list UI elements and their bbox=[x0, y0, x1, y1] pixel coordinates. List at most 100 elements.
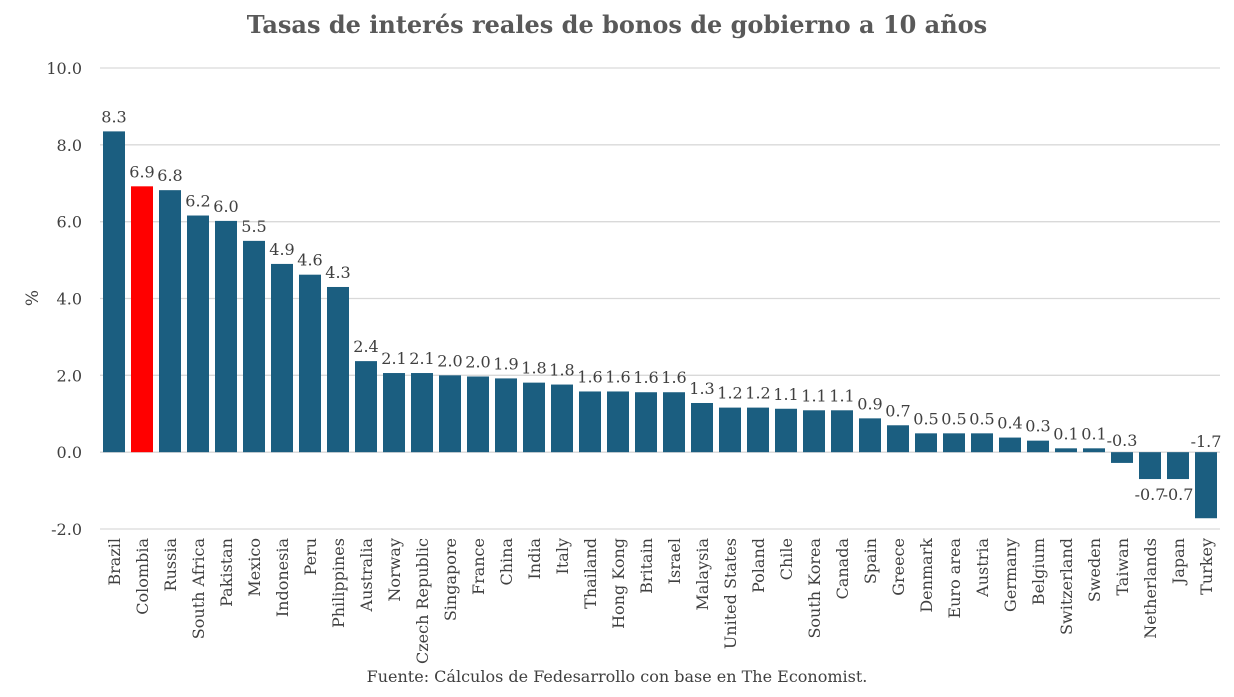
bar-south-africa bbox=[187, 215, 209, 453]
bar-czech-republic bbox=[411, 373, 433, 453]
x-tick-label: Netherlands bbox=[1141, 538, 1160, 639]
x-tick-label: Britain bbox=[637, 538, 656, 594]
bar-netherlands bbox=[1139, 452, 1161, 480]
data-label: 1.8 bbox=[549, 361, 574, 380]
y-tick-label: 2.0 bbox=[57, 366, 82, 385]
bar-singapore bbox=[439, 375, 461, 453]
bar-hong-kong bbox=[607, 391, 629, 453]
x-tick-label: Greece bbox=[889, 538, 908, 596]
y-tick-label: 8.0 bbox=[57, 136, 82, 155]
data-labels: 8.36.9 6.86.2 6.05.54.94.64.32.42.1 2.1 2.0 2… bbox=[101, 107, 1221, 504]
y-axis-ticks: -2.0 0.0 2.0 4.0 6.0 8.0 10.0 bbox=[46, 59, 82, 539]
bar-britain bbox=[635, 392, 657, 453]
x-tick-label: China bbox=[497, 538, 516, 586]
x-tick-label: Taiwan bbox=[1113, 538, 1132, 596]
x-tick-label: Norway bbox=[385, 538, 404, 602]
bar-pakistan bbox=[215, 220, 237, 453]
data-label: 1.6 bbox=[633, 368, 658, 387]
data-label: 0.5 bbox=[941, 409, 966, 428]
bar-euro-area bbox=[943, 433, 965, 453]
bar-poland bbox=[747, 407, 769, 453]
x-tick-label: Czech Republic bbox=[413, 538, 432, 664]
bar-turkey bbox=[1195, 452, 1217, 519]
bar-germany bbox=[999, 437, 1021, 453]
data-label: 6.8 bbox=[157, 166, 182, 185]
gridlines bbox=[100, 67, 1220, 530]
x-tick-label: South Africa bbox=[189, 538, 208, 640]
x-tick-label: Peru bbox=[301, 538, 320, 575]
x-tick-label: France bbox=[469, 538, 488, 595]
y-axis-label: % bbox=[23, 290, 43, 306]
x-tick-label: Germany bbox=[1001, 538, 1020, 612]
x-tick-label: Turkey bbox=[1197, 538, 1216, 595]
x-tick-label: Singapore bbox=[441, 538, 460, 621]
x-tick-label: Pakistan bbox=[217, 538, 236, 607]
data-label: 4.6 bbox=[297, 251, 322, 270]
bar-australia bbox=[355, 361, 377, 453]
bar-taiwan bbox=[1111, 452, 1133, 463]
x-tick-label: Colombia bbox=[133, 538, 152, 615]
data-label: 6.0 bbox=[213, 197, 238, 216]
bar-austria bbox=[971, 433, 993, 453]
x-tick-label: Switzerland bbox=[1057, 538, 1076, 635]
bar-philippines bbox=[327, 286, 349, 453]
bar-italy bbox=[551, 384, 573, 453]
bar-thailand bbox=[579, 391, 601, 453]
data-label: 0.9 bbox=[857, 394, 882, 413]
data-label: 2.0 bbox=[437, 351, 462, 370]
data-label: 5.5 bbox=[241, 217, 266, 236]
x-tick-label: Hong Kong bbox=[609, 538, 628, 629]
y-tick-label: 0.0 bbox=[57, 443, 82, 462]
x-tick-label: Poland bbox=[749, 538, 768, 593]
data-label: 1.3 bbox=[689, 379, 714, 398]
data-label: 0.3 bbox=[1025, 417, 1050, 436]
data-label: 6.9 bbox=[129, 162, 154, 181]
bar-united-states bbox=[719, 407, 741, 453]
data-label: 0.7 bbox=[885, 401, 910, 420]
bar-south-korea bbox=[803, 410, 825, 453]
bar-switzerland bbox=[1055, 448, 1077, 453]
x-axis-ticks: Brazil Colombia Russia South Africa Pakistan… bbox=[105, 538, 1216, 664]
bar-indonesia bbox=[271, 263, 293, 453]
x-tick-label: Spain bbox=[861, 538, 880, 584]
data-label: 0.4 bbox=[997, 414, 1022, 433]
x-tick-label: Euro area bbox=[945, 538, 964, 619]
x-tick-label: Belgium bbox=[1029, 538, 1048, 605]
data-label: 2.4 bbox=[353, 337, 378, 356]
x-tick-label: Malaysia bbox=[693, 538, 712, 611]
x-tick-label: Austria bbox=[973, 538, 992, 598]
bar-brazil bbox=[103, 131, 125, 453]
data-label: 1.2 bbox=[745, 384, 770, 403]
data-label: 8.3 bbox=[101, 107, 126, 126]
bar-india bbox=[523, 382, 545, 453]
x-tick-label: India bbox=[525, 538, 544, 580]
bar-spain bbox=[859, 418, 881, 453]
bar-peru bbox=[299, 274, 321, 453]
bar-denmark bbox=[915, 433, 937, 453]
bars bbox=[103, 131, 1217, 519]
data-label: -1.7 bbox=[1191, 432, 1222, 451]
chart-source: Fuente: Cálculos de Fedesarrollo con bas… bbox=[366, 667, 868, 686]
x-tick-label: South Korea bbox=[805, 538, 824, 639]
bar-chile bbox=[775, 408, 797, 453]
x-tick-label: Sweden bbox=[1085, 538, 1104, 602]
chart-title: Tasas de interés reales de bonos de gobi… bbox=[246, 10, 988, 39]
x-tick-label: Mexico bbox=[245, 538, 264, 597]
data-label: 0.1 bbox=[1053, 424, 1078, 443]
x-tick-label: Israel bbox=[665, 538, 684, 584]
data-label: 1.6 bbox=[605, 367, 630, 386]
x-tick-label: Indonesia bbox=[273, 538, 292, 618]
x-tick-label: Chile bbox=[777, 538, 796, 580]
data-label: 0.1 bbox=[1081, 424, 1106, 443]
data-label: 1.2 bbox=[717, 384, 742, 403]
x-tick-label: Thailand bbox=[581, 538, 600, 609]
x-tick-label: Italy bbox=[553, 538, 572, 574]
data-label: 2.1 bbox=[381, 349, 406, 368]
bar-israel bbox=[663, 392, 685, 453]
bar-belgium bbox=[1027, 440, 1049, 453]
data-label: 1.6 bbox=[661, 368, 686, 387]
bar-colombia bbox=[131, 186, 153, 453]
y-tick-label: 10.0 bbox=[46, 59, 82, 78]
x-tick-label: Russia bbox=[161, 538, 180, 592]
